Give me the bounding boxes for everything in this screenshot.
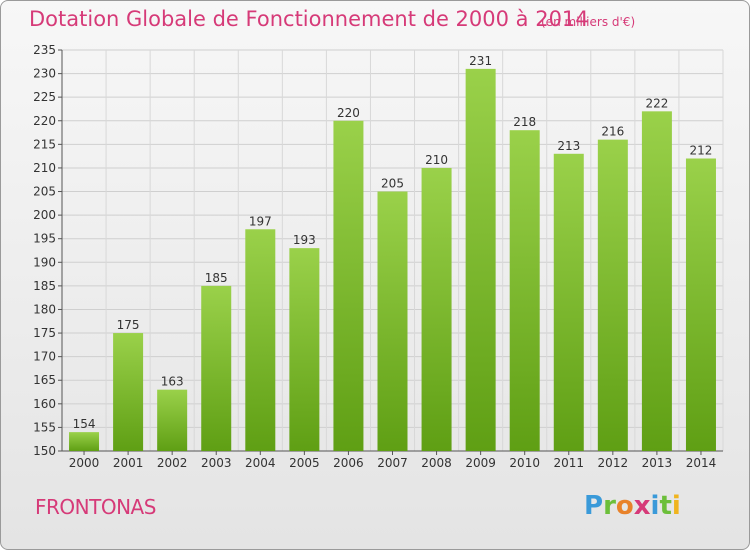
bar (553, 153, 584, 451)
data-labels: 154 175 163 185 197 193 220 205 210 231 218 213 216 2… (73, 54, 713, 431)
y-tick-label: 150 (33, 444, 56, 458)
x-tick-label: 2012 (598, 456, 629, 470)
x-tick-label: 2006 (333, 456, 364, 470)
x-tick-label: 2005 (289, 456, 320, 470)
chart-title: Dotation Globale de Fonctionnement de 20… (29, 7, 589, 31)
x-tick-label: 2004 (245, 456, 276, 470)
data-label: 210 (425, 153, 448, 167)
data-label: 220 (337, 106, 360, 120)
bar (201, 285, 232, 451)
y-tick-label: 200 (33, 208, 56, 222)
commune-name: FRONTONAS (35, 495, 156, 519)
x-tick-label: 2000 (69, 456, 100, 470)
bar (465, 68, 496, 451)
bar (509, 130, 540, 451)
y-tick-label: 215 (33, 137, 56, 151)
data-label: 185 (205, 271, 228, 285)
data-label: 231 (469, 54, 492, 68)
y-tick-label: 190 (33, 255, 56, 269)
x-tick-label: 2014 (686, 456, 717, 470)
y-tick-label: 170 (33, 350, 56, 364)
y-tick-label: 155 (33, 420, 56, 434)
y-tick-label: 210 (33, 161, 56, 175)
bars (69, 68, 716, 452)
y-tick-label: 235 (33, 43, 56, 57)
x-tick-label: 2011 (553, 456, 584, 470)
logo-letter: P (584, 491, 604, 521)
bar (245, 229, 276, 451)
y-tick-label: 180 (33, 302, 56, 316)
x-tick-label: 2009 (465, 456, 496, 470)
proxiti-logo[interactable]: Proxiti (584, 491, 681, 521)
bar (333, 120, 364, 451)
bar (597, 139, 628, 451)
logo-letter: r (603, 491, 616, 521)
logo-letter: i (650, 491, 660, 521)
logo-letter: i (671, 491, 681, 521)
data-label: 205 (381, 177, 404, 191)
y-tick-label: 175 (33, 326, 56, 340)
bar (289, 248, 320, 451)
data-label: 175 (117, 318, 140, 332)
chart-unit: (en milliers d'€) (541, 15, 636, 29)
data-label: 193 (293, 233, 316, 247)
x-tick-label: 2003 (201, 456, 232, 470)
data-label: 222 (645, 96, 668, 110)
y-tick-label: 195 (33, 232, 56, 246)
bar (421, 167, 452, 452)
data-label: 213 (557, 139, 580, 153)
y-tick-label: 230 (33, 67, 56, 81)
logo-letter: t (659, 491, 672, 521)
bar (113, 333, 144, 451)
y-tick-label: 185 (33, 279, 56, 293)
x-tick-label: 2013 (642, 456, 673, 470)
data-label: 154 (73, 417, 96, 431)
y-tick-label: 165 (33, 373, 56, 387)
x-tick-label: 2002 (157, 456, 188, 470)
x-tick-label: 2001 (113, 456, 144, 470)
y-tick-label: 160 (33, 397, 56, 411)
bar (641, 111, 672, 452)
axes: 150 155 160 165 170 175 180 185 190 195 200 205 210 2… (33, 43, 723, 470)
bar (69, 432, 100, 451)
bar (377, 191, 408, 451)
data-label: 218 (513, 115, 536, 129)
x-tick-label: 2007 (377, 456, 408, 470)
bar (685, 158, 716, 451)
bar (157, 389, 188, 451)
data-label: 216 (601, 125, 624, 139)
y-tick-label: 220 (33, 114, 56, 128)
data-label: 212 (690, 144, 713, 158)
logo-letter: o (615, 491, 634, 521)
data-label: 197 (249, 214, 272, 228)
y-tick-label: 205 (33, 185, 56, 199)
y-tick-label: 225 (33, 90, 56, 104)
x-tick-label: 2010 (509, 456, 540, 470)
logo-letter: x (633, 491, 651, 521)
data-label: 163 (161, 375, 184, 389)
x-tick-label: 2008 (421, 456, 452, 470)
